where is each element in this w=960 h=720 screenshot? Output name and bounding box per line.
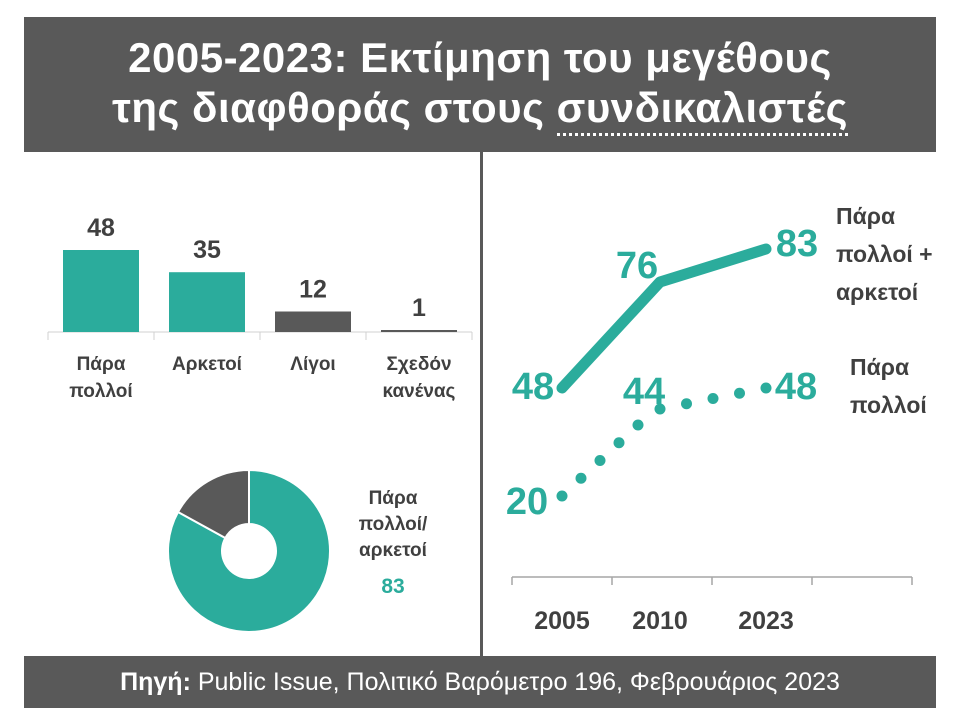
series-dot	[681, 398, 692, 410]
bar	[63, 250, 139, 332]
series-line-solid	[556, 243, 772, 394]
source-text: Public Issue, Πολιτικό Βαρόμετρο 196, Φε…	[190, 668, 840, 696]
series-dot	[734, 387, 745, 399]
bar-category-label: Λίγοι	[290, 354, 335, 375]
solid-data-label: 48	[512, 366, 554, 408]
series-dot	[632, 419, 644, 431]
donut-label: πολλοί/	[359, 514, 428, 535]
dotted-data-label: 48	[775, 366, 817, 408]
bar-value-label: 48	[87, 214, 115, 242]
dotted-series-name: Πάρα	[850, 354, 909, 380]
donut-value-label: 83	[381, 575, 404, 598]
bar	[381, 330, 457, 332]
dotted-data-label: 44	[623, 371, 665, 413]
bar-category-label: κανένας	[383, 381, 456, 402]
bar-category-label: πολλοί	[69, 381, 132, 402]
donut-label: αρκετοί	[359, 540, 427, 561]
bar	[169, 272, 245, 332]
bar	[275, 311, 351, 332]
donut-slice	[176, 468, 250, 540]
x-tick-label: 2023	[738, 607, 794, 635]
solid-series-name: Πάρα	[836, 203, 895, 229]
series-dot	[707, 393, 719, 404]
solid-series-name: αρκετοί	[836, 279, 918, 305]
title-line-1: 2005-2023: Εκτίμηση του μεγέθους	[128, 34, 832, 81]
dotted-data-label: 20	[506, 481, 548, 523]
source-footer: Πηγή: Public Issue, Πολιτικό Βαρόμετρο 1…	[24, 656, 936, 708]
x-tick-label: 2010	[632, 607, 688, 635]
source-label: Πηγή:	[120, 668, 191, 696]
series-dot	[760, 382, 772, 394]
title-line-2: της διαφθοράς στους συνδικαλιστές	[24, 83, 936, 136]
bar-category-label: Σχεδόν	[386, 354, 451, 375]
bar-value-label: 12	[299, 276, 327, 304]
bar-value-label: 1	[412, 294, 426, 322]
bar-value-label: 35	[193, 236, 221, 264]
series-dot	[654, 403, 666, 415]
title-line-2-prefix: της διαφθοράς στους	[112, 84, 557, 131]
title-banner: 2005-2023: Εκτίμηση του μεγέθους της δια…	[24, 17, 936, 152]
donut-slice	[167, 468, 331, 633]
x-tick-label: 2005	[534, 607, 590, 635]
series-dot	[575, 472, 587, 484]
title-highlight-word: συνδικαλιστές	[556, 84, 848, 136]
dotted-series-name: πολλοί	[850, 392, 927, 418]
donut-label: Πάρα	[369, 488, 418, 509]
series-dot	[556, 490, 568, 502]
solid-series-name: πολλοί +	[836, 241, 933, 267]
solid-data-label: 76	[616, 245, 658, 287]
series-dot	[613, 437, 625, 449]
solid-data-label: 83	[776, 223, 818, 265]
bar-category-label: Αρκετοί	[172, 354, 242, 375]
series-dot	[594, 455, 606, 466]
bar-category-label: Πάρα	[77, 354, 126, 375]
panel-divider	[480, 152, 483, 656]
